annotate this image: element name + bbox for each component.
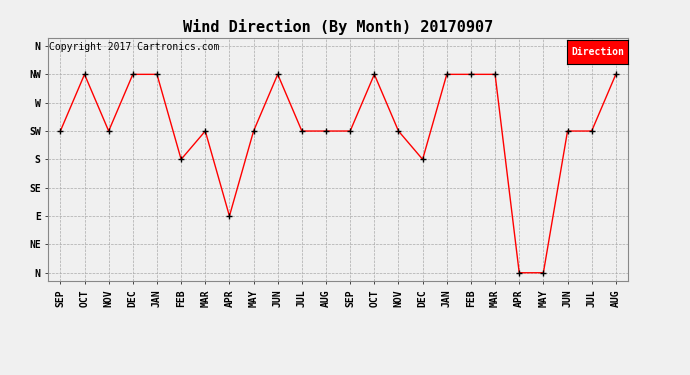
Title: Wind Direction (By Month) 20170907: Wind Direction (By Month) 20170907 — [183, 19, 493, 35]
Text: Copyright 2017 Cartronics.com: Copyright 2017 Cartronics.com — [50, 42, 220, 52]
